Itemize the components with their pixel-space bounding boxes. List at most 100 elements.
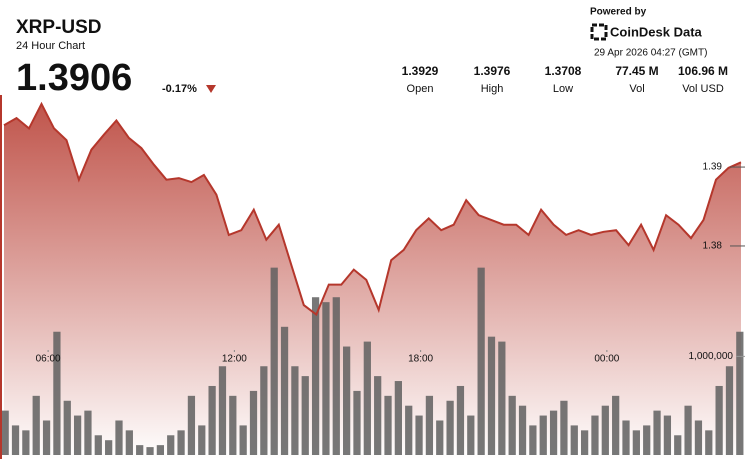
- price-area: [4, 103, 741, 459]
- volume-bar: [105, 440, 113, 455]
- volume-bar: [332, 297, 340, 455]
- volume-bar: [22, 430, 30, 455]
- volume-bar: [343, 346, 351, 455]
- volume-bar: [11, 425, 20, 455]
- volume-bar: [425, 395, 434, 455]
- volume-bar: [198, 425, 206, 455]
- down-arrow: [206, 85, 216, 93]
- stat-value: 1.3929: [402, 64, 439, 78]
- volume-bar: [705, 430, 713, 455]
- stat-label: Low: [553, 83, 573, 95]
- volume-bar: [674, 435, 682, 455]
- x-tick-label: 18:00: [408, 354, 433, 365]
- volume-bar: [115, 420, 123, 455]
- volume-bar: [311, 297, 320, 455]
- volume-bar: [694, 420, 703, 455]
- volume-bar: [94, 435, 102, 455]
- volume-bar: [84, 410, 92, 455]
- volume-bar: [177, 430, 185, 455]
- volume-bar: [570, 425, 578, 455]
- volume-bar: [322, 302, 330, 455]
- x-tick-label: 00:00: [594, 354, 619, 365]
- volume-bar: [239, 425, 247, 455]
- volume-bar: [125, 430, 133, 455]
- volume-bar: [249, 390, 258, 455]
- volume-bar: [384, 395, 392, 455]
- volume-bar: [301, 376, 309, 455]
- volume-bar: [580, 430, 589, 455]
- volume-bar: [456, 385, 465, 455]
- volume-bar: [725, 366, 734, 455]
- volume-bar: [363, 341, 371, 455]
- volume-bar: [736, 331, 744, 455]
- volume-bar: [136, 445, 144, 455]
- change: -0.17%: [162, 83, 197, 95]
- plot: 1,000,000 1.39 1.38 06:00 12:00 18:00 00:00: [0, 95, 745, 459]
- volume-bar: [146, 447, 154, 455]
- left-edge: [0, 95, 2, 459]
- stat-value: 77.45 M: [615, 64, 658, 78]
- price-line: [3, 101, 742, 317]
- volume-bar: [684, 405, 692, 455]
- volume-bar: [715, 385, 723, 455]
- volume-bar: [529, 425, 537, 455]
- volume-bar: [508, 395, 516, 455]
- volume-bar: [601, 405, 609, 455]
- stat-value: 1.3708: [545, 64, 582, 78]
- volume-bar: [187, 395, 196, 455]
- volume-bar: [32, 395, 40, 455]
- volume-bar: [663, 415, 672, 455]
- volume-bar: [353, 390, 361, 455]
- volume-bar: [467, 415, 475, 455]
- subtitle: 24 Hour Chart: [16, 40, 85, 52]
- volume-bar: [415, 415, 423, 455]
- volume-bar: [280, 326, 289, 455]
- volume-bar: [477, 267, 485, 455]
- stat-label: Vol: [629, 83, 644, 95]
- volume-bar: [291, 366, 299, 455]
- symbol: XRP-USD: [16, 17, 102, 38]
- volume-bar: [622, 420, 630, 455]
- volume-bar: [73, 415, 82, 455]
- volume-bar: [653, 410, 661, 455]
- volume-bar: [1, 410, 9, 455]
- y-tick-label: 1.38: [703, 241, 723, 252]
- x-tick-label: 12:00: [222, 354, 247, 365]
- volume-bar: [208, 385, 216, 455]
- volume-bar: [591, 415, 599, 455]
- brand: CoinDesk Data: [610, 24, 703, 39]
- stat-label: Open: [407, 83, 434, 95]
- volume-bar: [487, 336, 496, 455]
- stats: 1.3929 Open 1.3976 High 1.3708 Low 77.45 M Vol 1…: [402, 64, 728, 95]
- stat-value: 1.3976: [474, 64, 511, 78]
- volume-bar: [218, 366, 227, 455]
- volume-bar: [63, 400, 71, 455]
- volume-bar: [498, 341, 506, 455]
- volume-bar: [560, 400, 568, 455]
- stat-value: 106.96 M: [678, 64, 728, 78]
- stat-label: Vol USD: [682, 83, 724, 95]
- brand-logo: [590, 23, 608, 41]
- volume-bar: [394, 381, 402, 455]
- volume-bar: [229, 395, 237, 455]
- volume-bar: [53, 331, 61, 455]
- volume-bar: [374, 376, 382, 455]
- volume-bar: [549, 410, 558, 455]
- volume-bar: [167, 435, 175, 455]
- volume-bar: [260, 366, 268, 455]
- volume-bar: [270, 267, 278, 455]
- price: 1.3906: [16, 57, 132, 99]
- volume-bar: [612, 395, 620, 455]
- volume-bar: [436, 420, 444, 455]
- volume-tick-label: 1,000,000: [689, 351, 734, 362]
- stat-label: High: [481, 83, 504, 95]
- powered-by: Powered by: [590, 7, 647, 18]
- volume-bar: [643, 425, 651, 455]
- volume-bar: [518, 405, 527, 455]
- volume-bar: [539, 415, 547, 455]
- volume-bar: [446, 400, 454, 455]
- volume-bar: [156, 445, 165, 455]
- timestamp: 29 Apr 2026 04:27 (GMT): [594, 48, 707, 59]
- volume-bar: [632, 430, 640, 455]
